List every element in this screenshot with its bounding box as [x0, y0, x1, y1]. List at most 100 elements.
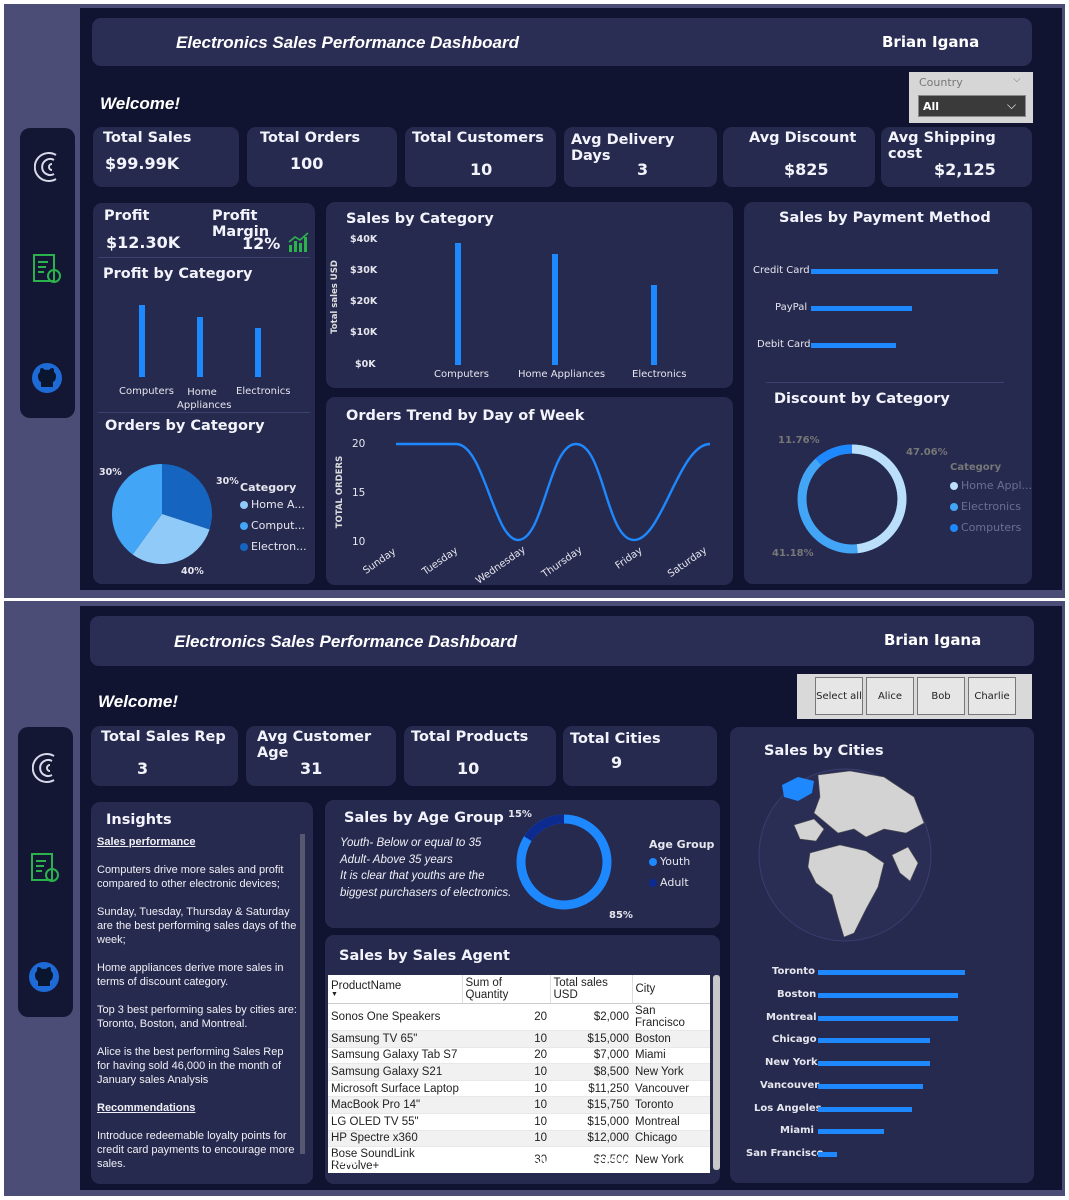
country-dropdown[interactable]: All ⌵ — [918, 95, 1026, 117]
legend-label: Computers — [961, 521, 1022, 534]
city-bar-toronto[interactable] — [818, 970, 965, 975]
x-tick: Computers — [434, 369, 489, 380]
payment-bar-credit-card[interactable] — [811, 269, 998, 274]
discount-legend-item[interactable]: Home Appl... — [950, 479, 1032, 492]
age-legend-item[interactable]: Youth — [649, 855, 690, 868]
legend-label: Youth — [660, 855, 691, 868]
insight-paragraph: Sunday, Tuesday, Thursday & Saturday are… — [97, 906, 297, 946]
logo-icon[interactable] — [31, 751, 60, 789]
kpi-avg-discount: Avg Discount $825 — [723, 127, 875, 187]
column-header[interactable]: ProductName ▼ — [328, 975, 463, 1004]
user-name: Brian Igana — [882, 33, 980, 51]
orders-pie-label: 40% — [181, 566, 204, 577]
page2-header-banner: Electronics Sales Performance Dashboard … — [90, 616, 1034, 666]
discount-legend-item[interactable]: Electronics — [950, 500, 1021, 513]
profit-tick-electronics: Electronics — [236, 386, 291, 397]
kpi-label: Total Products — [411, 729, 529, 745]
welcome-text: Welcome! — [98, 692, 178, 711]
city-bar-vancouver[interactable] — [818, 1084, 923, 1089]
discount-donut-chart[interactable] — [796, 443, 908, 555]
table-header-row: ProductName ▼ Sum of Quantity Total sales… — [328, 975, 710, 1004]
profit-bar-electronics[interactable] — [255, 328, 261, 377]
report-icon[interactable] — [30, 851, 60, 889]
city-bar-new-york[interactable] — [818, 1061, 930, 1066]
city-bar-miami[interactable] — [818, 1129, 884, 1134]
discount-label: 11.76% — [778, 435, 820, 446]
table-row[interactable]: LG OLED TV 55" 10 $15,000 Montreal — [328, 1113, 710, 1131]
age-legend-item[interactable]: Adult — [649, 876, 689, 889]
country-filter[interactable]: Country ⌵ All ⌵ — [909, 72, 1033, 123]
column-header[interactable]: Total sales USD — [550, 975, 633, 1004]
globe-map[interactable] — [754, 767, 936, 943]
insights-card: Insights Sales performance Computers dri… — [91, 802, 313, 1184]
pie-slice-home-appliances — [162, 464, 212, 530]
table-scrollbar[interactable] — [713, 975, 720, 1170]
legend-label: Adult — [660, 876, 689, 889]
page1-header-banner: Electronics Sales Performance Dashboard … — [92, 18, 1032, 66]
sales-bar-electronics[interactable] — [651, 285, 657, 365]
report-icon[interactable] — [32, 252, 62, 290]
slicer-select-all[interactable]: Select all — [815, 677, 863, 715]
table-row[interactable]: Microsoft Surface Laptop 10 $11,250 Vancouv… — [328, 1080, 710, 1098]
orders-by-category-title: Orders by Category — [105, 418, 265, 434]
discount-by-category-title: Discount by Category — [774, 391, 950, 407]
city-bar-chicago[interactable] — [818, 1038, 930, 1043]
table-row[interactable]: Sonos One Speakers 20 $2,000 San Francisco — [328, 1003, 710, 1031]
city-bar-montreal[interactable] — [818, 1016, 958, 1021]
orders-pie-chart[interactable] — [110, 462, 214, 566]
table-row[interactable]: Samsung Galaxy S21 10 $8,500 New York — [328, 1063, 710, 1081]
table-row[interactable]: Samsung TV 65" 10 $15,000 Boston — [328, 1030, 710, 1048]
payment-bar-debit-card[interactable] — [811, 343, 896, 348]
column-header[interactable]: City — [632, 975, 710, 1004]
orders-legend-item[interactable]: Electron... — [240, 540, 307, 553]
welcome-text: Welcome! — [100, 94, 180, 113]
y-tick: 20 — [352, 438, 366, 450]
y-axis-label: Total sales USD — [329, 260, 340, 334]
profit-by-category-title: Profit by Category — [103, 266, 253, 282]
kpi-value: 31 — [300, 759, 323, 778]
profit-tick-home-appliances: Home Appliances — [177, 387, 232, 411]
country-filter-label: Country — [919, 76, 963, 89]
slicer-charlie[interactable]: Charlie — [968, 677, 1016, 715]
profit-bar-computers[interactable] — [139, 305, 145, 377]
github-icon[interactable] — [31, 362, 63, 398]
insights-scrollbar[interactable] — [300, 834, 305, 1154]
kpi-label: Total Sales Rep — [101, 729, 226, 745]
y-tick: $40K — [350, 234, 378, 245]
total-quantity: 150 — [527, 1156, 547, 1168]
sales-bar-computers[interactable] — [455, 243, 461, 365]
orders-legend-title: Category — [240, 481, 297, 494]
logo-icon[interactable] — [33, 150, 62, 188]
table-row[interactable]: Bose SoundLink Revolve+ 30 $3,500 New York — [328, 1146, 710, 1173]
profit-bar-home-appliances[interactable] — [197, 317, 203, 377]
sales-bar-home-appliances[interactable] — [552, 254, 558, 365]
kpi-total-cities: Total Cities 9 — [563, 726, 717, 786]
insight-paragraph: Introduce redeemable loyalty points for … — [97, 1130, 295, 1170]
page2-sidebar — [18, 727, 73, 1017]
y-tick: $10K — [350, 327, 378, 338]
payment-bar-paypal[interactable] — [811, 306, 912, 311]
profit-margin-label: Profit Margin — [212, 208, 270, 240]
orders-trend-line[interactable] — [394, 440, 714, 550]
age-group-description: Youth- Below or equal to 35 Adult- Above… — [340, 835, 530, 901]
kpi-value: 3 — [137, 759, 149, 778]
slicer-bob[interactable]: Bob — [917, 677, 965, 715]
profit-label: Profit — [104, 208, 150, 224]
divider — [98, 257, 310, 258]
age-group-donut-chart[interactable] — [515, 813, 613, 911]
city-bar-boston[interactable] — [818, 993, 958, 998]
column-header[interactable]: Sum of Quantity — [462, 975, 551, 1004]
city-bar-san-francisco[interactable] — [818, 1152, 837, 1157]
discount-legend-item[interactable]: Computers — [950, 521, 1021, 534]
city-bar-los-angeles[interactable] — [818, 1107, 912, 1112]
slicer-alice[interactable]: Alice — [866, 677, 914, 715]
table-row[interactable]: Samsung Galaxy Tab S7 20 $7,000 Miami — [328, 1047, 710, 1065]
sales-by-category-card: Sales by Category Total sales USD — [326, 202, 733, 388]
insights-body: Sales performance Computers drive more s… — [97, 835, 299, 1185]
kpi-avg-shipping-cost: Avg Shipping cost $2,125 — [881, 127, 1032, 187]
orders-legend-item[interactable]: Home A... — [240, 498, 305, 511]
github-icon[interactable] — [28, 961, 60, 997]
table-row[interactable]: HP Spectre x360 10 $12,000 Chicago — [328, 1130, 710, 1148]
table-row[interactable]: MacBook Pro 14" 10 $15,750 Toronto — [328, 1096, 710, 1114]
orders-legend-item[interactable]: Comput... — [240, 519, 305, 532]
